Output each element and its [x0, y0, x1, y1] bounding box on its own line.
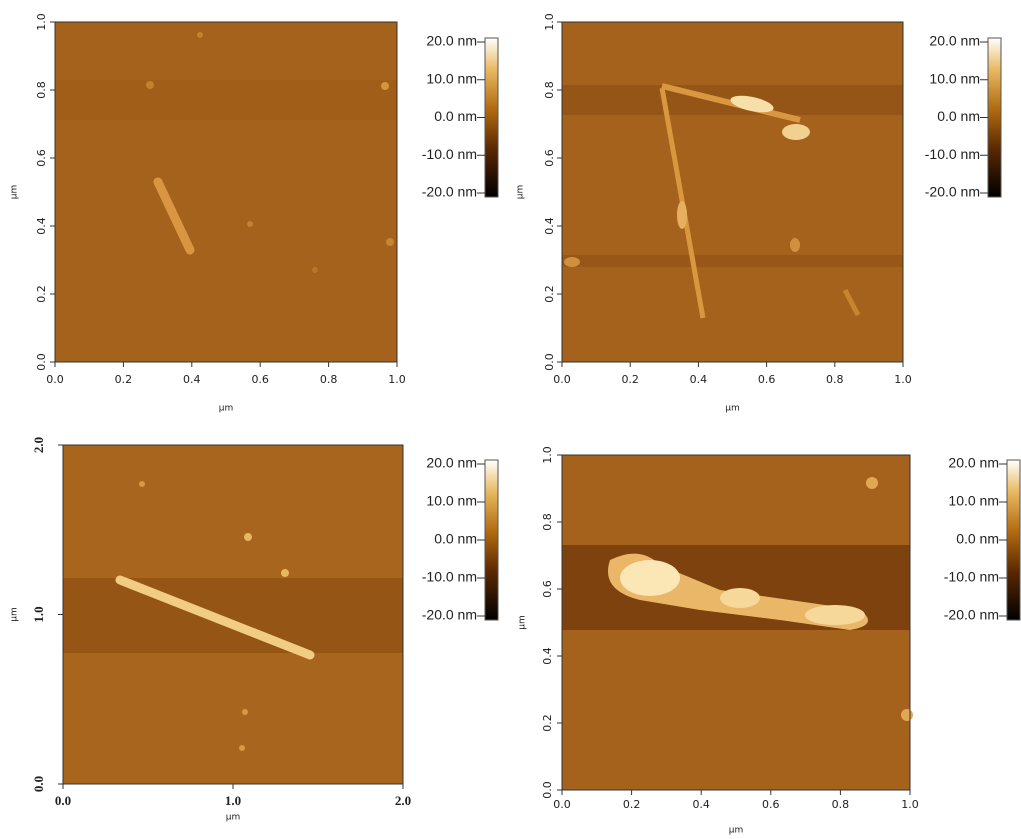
y-tick-label: 1.0	[541, 446, 554, 464]
y-axis-label: µm	[10, 607, 20, 622]
x-tick-label: 0.8	[826, 373, 844, 386]
x-tick-label: 0.6	[758, 373, 776, 386]
colorbar-label: 0.0 nm	[937, 108, 980, 124]
x-axis-label: µm	[219, 404, 234, 414]
x-tick-label: 0.2	[621, 373, 639, 386]
x-tick-label: 0.8	[832, 798, 850, 811]
x-axis-label: µm	[226, 813, 241, 823]
y-tick-label: 0.2	[543, 285, 556, 303]
colorbar-label: 20.0 nm	[426, 33, 477, 49]
colorbar-label: -10.0 nm	[422, 146, 477, 162]
colorbar-label: 10.0 nm	[929, 70, 980, 86]
colorbar	[484, 459, 499, 621]
y-tick-label: 0.4	[541, 647, 554, 665]
x-tick-label: 0.2	[623, 798, 641, 811]
x-tick-label: 2.0	[395, 793, 411, 808]
x-axis-label: µm	[729, 826, 744, 836]
colorbar-label: 10.0 nm	[948, 493, 999, 509]
afm-image	[562, 22, 903, 362]
colorbar-label: -20.0 nm	[944, 607, 999, 623]
y-tick-label: 0.6	[541, 580, 554, 598]
afm-image	[63, 445, 403, 784]
colorbar	[484, 37, 499, 198]
colorbar-label: 0.0 nm	[434, 531, 477, 547]
colorbar-label: -10.0 nm	[925, 146, 980, 162]
colorbar	[1006, 459, 1021, 621]
x-tick-label: 0.4	[183, 373, 201, 386]
y-axis-label: µm	[518, 615, 528, 630]
y-tick-label: 0.0	[541, 781, 554, 799]
x-tick-label: 0.0	[553, 798, 571, 811]
x-tick-label: 0.6	[762, 798, 780, 811]
afm-image	[562, 455, 913, 790]
x-tick-label: 0.6	[251, 373, 269, 386]
afm-image	[55, 22, 397, 362]
colorbar-label: 0.0 nm	[956, 531, 999, 547]
colorbar-label: -20.0 nm	[422, 184, 477, 200]
x-tick-label: 0.2	[115, 373, 133, 386]
image-frame	[561, 454, 911, 791]
x-axis-label: µm	[725, 404, 740, 414]
y-tick-label: 0.0	[31, 776, 46, 792]
colorbar-label: 0.0 nm	[434, 108, 477, 124]
y-axis-label: µm	[10, 185, 20, 200]
x-tick-label: 1.0	[225, 793, 241, 808]
y-tick-label: 0.4	[35, 217, 48, 235]
x-tick-label: 1.0	[901, 798, 919, 811]
colorbar-label: 10.0 nm	[426, 70, 477, 86]
x-tick-label: 0.0	[553, 373, 571, 386]
y-tick-label: 0.6	[35, 149, 48, 167]
y-axis-label: µm	[516, 185, 526, 200]
x-tick-label: 0.4	[692, 798, 710, 811]
y-tick-label: 0.2	[35, 285, 48, 303]
colorbar-label: 20.0 nm	[948, 455, 999, 471]
colorbar	[987, 37, 1002, 198]
x-tick-label: 0.0	[55, 793, 71, 808]
colorbar-label: -20.0 nm	[422, 607, 477, 623]
colorbar-label: 20.0 nm	[426, 455, 477, 471]
x-tick-label: 1.0	[894, 373, 912, 386]
y-tick-label: 0.0	[543, 353, 556, 371]
x-tick-label: 0.8	[320, 373, 338, 386]
y-tick-label: 0.6	[543, 149, 556, 167]
colorbar-label: -20.0 nm	[925, 184, 980, 200]
x-tick-label: 0.0	[46, 373, 64, 386]
colorbar-label: 10.0 nm	[426, 493, 477, 509]
image-frame	[54, 21, 398, 363]
y-tick-label: 1.0	[35, 13, 48, 31]
y-tick-label: 0.4	[543, 217, 556, 235]
y-tick-label: 0.8	[543, 81, 556, 99]
y-tick-label: 0.8	[541, 513, 554, 531]
colorbar-label: -10.0 nm	[422, 569, 477, 585]
colorbar-label: 20.0 nm	[929, 33, 980, 49]
y-tick-label: 0.8	[35, 81, 48, 99]
y-tick-label: 0.0	[35, 353, 48, 371]
y-tick-label: 2.0	[31, 437, 46, 453]
y-tick-label: 1.0	[31, 606, 46, 622]
y-tick-label: 1.0	[543, 13, 556, 31]
x-tick-label: 1.0	[388, 373, 406, 386]
image-frame	[561, 21, 904, 363]
colorbar-label: -10.0 nm	[944, 569, 999, 585]
y-tick-label: 0.2	[541, 714, 554, 732]
x-tick-label: 0.4	[690, 373, 708, 386]
